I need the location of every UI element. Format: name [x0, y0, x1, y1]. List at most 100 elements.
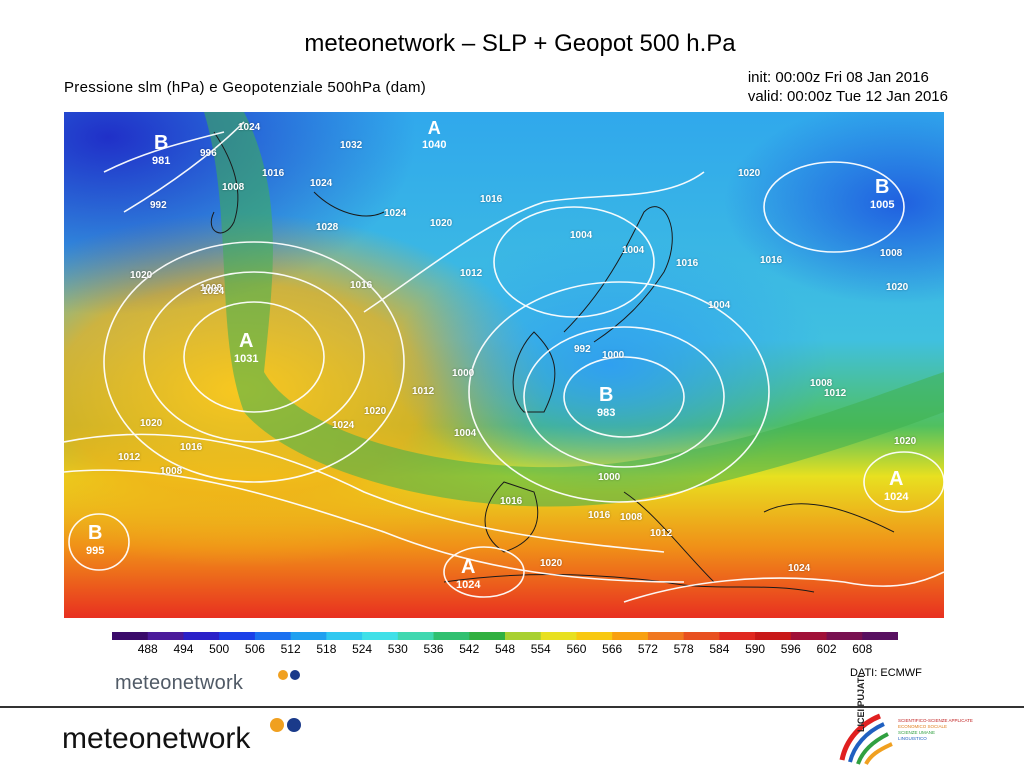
isobar-label: 996	[200, 148, 217, 159]
partner-name: LICEI PUJATI	[856, 675, 866, 732]
isobar-label: 1016	[588, 510, 611, 521]
pressure-center-low: B 995	[86, 522, 105, 557]
colorbar-tick-label: 506	[244, 642, 265, 656]
isobar-label: 1020	[540, 558, 563, 569]
divider	[0, 706, 1024, 708]
isobar-label: 1024	[788, 563, 811, 574]
init-time: init: 00:00z Fri 08 Jan 2016	[747, 69, 929, 86]
colorbar-tick-label: 500	[209, 642, 230, 656]
brand-logo-large: meteonetwork	[62, 722, 251, 755]
colorbar-tick-label: 596	[780, 642, 801, 656]
colorbar-tick-label: 524	[352, 642, 373, 656]
isobar-label: 1016	[500, 496, 523, 507]
isobar-label: 1016	[350, 280, 373, 291]
colorbar	[112, 632, 898, 640]
pressure-center-high: A 1040	[422, 118, 447, 151]
isobar-label: 1004	[570, 230, 593, 241]
colorbar-swatch	[469, 632, 506, 640]
isobar-label: 992	[150, 200, 167, 211]
isobar-label: 1012	[460, 268, 483, 279]
isobar-label: 1020	[430, 218, 453, 229]
isobar-label: 1016	[760, 255, 783, 266]
colorbar-tick-label: 494	[173, 642, 194, 656]
colorbar-swatch	[612, 632, 649, 640]
colorbar-tick-label: 578	[673, 642, 694, 656]
isobar-label: 1016	[262, 168, 285, 179]
isobar-label: 1024	[202, 286, 225, 297]
colorbar-tick-label: 572	[637, 642, 658, 656]
colorbar-tick-label: 560	[566, 642, 587, 656]
pressure-center-high: A 1024	[884, 468, 909, 503]
isobar-label: 1004	[622, 245, 645, 256]
valid-time: valid: 00:00z Tue 12 Jan 2016	[747, 88, 948, 105]
map-variable-label: Pressione slm (hPa) e Geopotenziale 500h…	[64, 79, 427, 96]
partner-line: SCIENZE UMANE	[898, 730, 936, 735]
isobar-label: 1020	[364, 406, 387, 417]
pressure-center-low: B 981	[152, 132, 171, 167]
isobar-label: 1012	[118, 452, 141, 463]
colorbar-swatch	[326, 632, 363, 640]
colorbar-swatch	[254, 632, 292, 640]
isobar-label: 1012	[824, 388, 847, 399]
brand-dot-blue	[290, 670, 300, 680]
isobar-label: 1012	[650, 528, 673, 539]
colorbar-swatch	[540, 632, 577, 640]
isobar-label: 1016	[480, 194, 503, 205]
isobar-label: 1012	[412, 386, 435, 397]
isobar-label: 1020	[894, 436, 917, 447]
isobar-label: 1024	[384, 208, 407, 219]
colorbar-tick-label: 554	[530, 642, 551, 656]
partner-line: SCIENTIFICO-SCIENZE APPLICATE	[898, 718, 973, 723]
isobar-label: 1008	[200, 283, 223, 294]
brand-dot-orange	[270, 718, 284, 732]
colorbar-swatch	[576, 632, 613, 640]
isobar-label: 1024	[238, 122, 261, 133]
pressure-center-low: B 1005	[870, 176, 895, 211]
pressure-center-high: A 1024	[456, 556, 481, 591]
colorbar-swatch	[826, 632, 863, 640]
partner-line: LINGUISTICO	[898, 736, 927, 741]
colorbar-swatch	[147, 632, 184, 640]
colorbar-tick-label: 584	[709, 642, 730, 656]
colorbar-tick-label: 536	[423, 642, 444, 656]
colorbar-swatch	[862, 632, 898, 640]
partner-logo: LICEI PUJATI SCIENTIFICO-SCIENZE APPLICA…	[836, 675, 976, 768]
colorbar-tick-label: 590	[745, 642, 766, 656]
isobar-label: 1016	[676, 258, 699, 269]
colorbar-labels: 488 494 500 506 512 518 524 530 536 542 548 554 560 5…	[112, 642, 898, 656]
isobar-label: 1008	[880, 248, 903, 259]
isobar-label: 1008	[810, 378, 833, 389]
isobar-label: 1032	[340, 140, 363, 151]
colorbar-swatch	[433, 632, 470, 640]
colorbar-swatch	[505, 632, 542, 640]
colorbar-swatch	[183, 632, 220, 640]
map-run-info: init: 00:00z Fri 08 Jan 2016 valid: 00:0…	[748, 68, 948, 106]
pressure-center-high: A 1031	[234, 330, 259, 365]
brand-dot-orange	[278, 670, 288, 680]
data-source: DATI: ECMWF	[850, 667, 922, 679]
weather-map	[64, 112, 944, 618]
isobar-label: 1016	[180, 442, 203, 453]
brand-logo-small: meteonetwork	[115, 672, 244, 694]
isobar-label: 1020	[130, 270, 153, 281]
isobar-label: 1024	[332, 420, 355, 431]
isobar-label: 1020	[886, 282, 909, 293]
colorbar-tick-label: 488	[137, 642, 158, 656]
brand-dot-blue	[287, 718, 301, 732]
colorbar-tick-label: 512	[280, 642, 301, 656]
colorbar-swatch	[755, 632, 792, 640]
colorbar-swatch	[112, 632, 149, 640]
colorbar-swatch	[397, 632, 435, 640]
isobar-label: 1004	[454, 428, 477, 439]
isobar-label: 1024	[310, 178, 333, 189]
isobar-label: 1000	[602, 350, 625, 361]
isobar-label: 1020	[140, 418, 163, 429]
colorbar-swatch	[790, 632, 828, 640]
colorbar-tick-label: 608	[852, 642, 873, 656]
colorbar-tick-label: 566	[602, 642, 623, 656]
isobar-label: 1020	[738, 168, 761, 179]
map-header: Pressione slm (hPa) e Geopotenziale 500h…	[64, 68, 948, 108]
colorbar-tick-label: 548	[494, 642, 516, 656]
isobar-label: 992	[574, 344, 591, 355]
isobar-label: 1000	[452, 368, 475, 379]
